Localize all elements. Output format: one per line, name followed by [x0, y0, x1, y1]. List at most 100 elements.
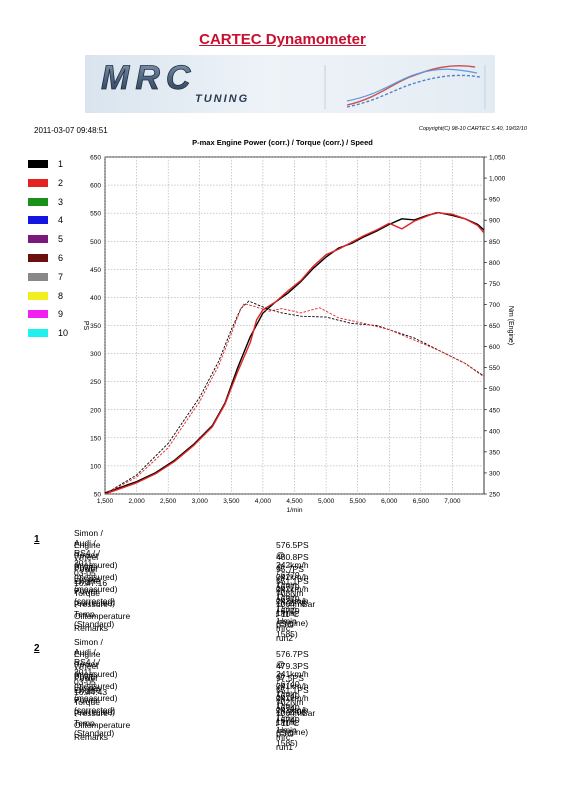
x-tick-label: 4,500 — [286, 498, 303, 505]
y2-tick-label: 500 — [489, 386, 500, 393]
x-tick-label: 1,500 — [97, 498, 114, 505]
x-tick-label: 7,000 — [444, 498, 461, 505]
mrc-tuning-logo-banner: MRC TUNING — [85, 55, 495, 113]
detail-label: Engine Power (corrected) — [74, 575, 116, 606]
detail-label: Torque (corrected) — [74, 587, 116, 608]
legend-label: 10 — [58, 328, 69, 339]
y-tick-label: 650 — [90, 155, 101, 162]
y2-tick-label: 650 — [489, 323, 500, 330]
legend-swatch — [28, 329, 48, 338]
y2-tick-label: 450 — [489, 407, 500, 414]
detail-value: -- — [276, 611, 279, 632]
y2-tick-label: 800 — [489, 260, 500, 267]
y2-tick-label: 300 — [489, 470, 500, 477]
legend-swatch — [28, 216, 48, 225]
copyright-notice: Copyright(C) 98-10 CARTEC S.40, 19/02/10 — [418, 126, 527, 132]
y-tick-label: 200 — [90, 407, 101, 414]
logo-decoration-curves — [324, 65, 486, 109]
legend-swatch — [28, 197, 48, 206]
detail-value: 576.5PS @ 242km/h / 6779 1/min — [276, 539, 309, 590]
legend-swatch — [28, 254, 48, 262]
x-tick-label: 5,500 — [350, 498, 367, 505]
y2-tick-label: 350 — [489, 449, 500, 456]
detail-label: Remarks — [74, 623, 109, 634]
y-tick-label: 100 — [90, 463, 101, 470]
y2-axis-label: Nm (Engine) — [507, 306, 514, 345]
detail-label: Engine Power (measured) — [74, 648, 118, 679]
report-timestamp: 2011-03-07 09:48:51 — [34, 126, 108, 135]
detail-label: Engine Power (corrected) — [74, 684, 116, 715]
y2-tick-label: 750 — [489, 281, 500, 288]
y2-tick-label: 900 — [489, 218, 500, 225]
y2-tick-label: 850 — [489, 239, 500, 246]
y2-tick-label: 950 — [489, 197, 500, 204]
detail-value: mrc run1 — [276, 732, 294, 753]
run-header: Simon / Audi / RS4 / / 2011-03-05 16:44:… — [74, 637, 108, 698]
detail-value: 479.3PS @ 241km/h / 6740 1/min — [276, 660, 309, 711]
y2-tick-label: 250 — [489, 492, 500, 499]
detail-value: mrc run2 — [276, 623, 294, 644]
y2-tick-label: 1,050 — [489, 155, 506, 162]
legend-label: 9 — [58, 309, 64, 320]
x-axis-label: 1/min — [287, 507, 303, 514]
logo-main-text: MRC — [101, 59, 196, 97]
legend-swatch — [28, 178, 48, 187]
detail-value: 708Nm @ 3778 1/min (Engine) — [276, 587, 309, 628]
y-axis-label: PS — [82, 321, 89, 331]
y-tick-label: 250 — [90, 379, 101, 386]
x-tick-label: 5,000 — [318, 498, 335, 505]
y-tick-label: 550 — [90, 211, 101, 218]
y2-tick-label: 550 — [489, 365, 500, 372]
y-tick-label: 150 — [90, 435, 101, 442]
series-1-torque-line — [104, 300, 485, 495]
detail-value: 551.1PS @ 241km/h / 6740 1/min — [276, 684, 309, 735]
detail-label: Power Losses (measured) — [74, 672, 118, 703]
y-tick-label: 400 — [90, 295, 101, 302]
detail-value: 702Nm @ 3706 1/min (Engine) — [276, 696, 309, 737]
y-tick-label: 450 — [90, 267, 101, 274]
y-tick-label: 600 — [90, 183, 101, 190]
series-2-power-line — [104, 211, 485, 495]
logo-sub-text: TUNING — [195, 93, 249, 105]
detail-value: 480.8PS @ 242km/h / 6779 1/min — [276, 551, 309, 602]
detail-label: Torque (corrected) — [74, 696, 116, 717]
detail-label: Oiltemperature — [74, 611, 131, 622]
legend-swatch — [28, 291, 48, 300]
detail-label: Power Losses (measured) — [74, 563, 118, 594]
detail-value: 1004mBar / 11°C (ISO 1585) — [276, 599, 316, 640]
detail-label: Engine Power (measured) — [74, 539, 118, 570]
detail-value: -- — [276, 720, 279, 741]
header-title: CARTEC Dynamometer — [199, 31, 366, 48]
series-2-torque-line — [104, 303, 485, 495]
logo-graphic: MRC TUNING — [101, 59, 486, 109]
legend-label: 2 — [58, 177, 64, 188]
legend-label: 5 — [58, 234, 64, 245]
legend-swatch — [28, 310, 48, 319]
legend-swatch — [28, 160, 48, 168]
detail-label: Wheel Power (measured) — [74, 660, 118, 691]
detail-value: 576.7PS @ 241km/h / 6740 1/min — [276, 648, 309, 699]
detail-label: Oiltemperature — [74, 720, 131, 731]
run-number: 2 — [34, 643, 40, 655]
chart-title: P-max Engine Power (corr.) / Torque (cor… — [192, 138, 373, 147]
legend-swatch — [28, 272, 48, 281]
y2-tick-label: 1,000 — [489, 176, 506, 183]
legend-swatch — [28, 235, 48, 244]
detail-label: Pressure / Temp. (Standard) — [74, 599, 115, 630]
x-tick-label: 3,000 — [192, 498, 209, 505]
x-tick-label: 6,500 — [413, 498, 430, 505]
y-tick-label: 300 — [90, 351, 101, 358]
detail-label: Wheel Power (measured) — [74, 551, 118, 582]
x-tick-label: 2,500 — [160, 498, 177, 505]
y-tick-label: 50 — [94, 492, 102, 499]
dyno-chart: 1,500 2,000 2,500 3,000 3,500 4,000 4,500 5,000… — [82, 155, 514, 515]
run-header: Simon / Audi / RS4 / / 2011-03-05 16:47:… — [74, 528, 108, 588]
x-tick-label: 6,000 — [381, 498, 398, 505]
detail-value: 1004mBar / 11°C (ISO 1585) — [276, 708, 316, 749]
legend-label: 3 — [58, 196, 64, 207]
detail-value: 551.1PS @ 242km/h / 6779 1/min — [276, 575, 309, 626]
x-tick-label: 3,500 — [223, 498, 240, 505]
detail-label: Pressure / Temp. (Standard) — [74, 708, 115, 739]
legend-label: 6 — [58, 253, 64, 263]
run-number: 1 — [34, 534, 40, 545]
